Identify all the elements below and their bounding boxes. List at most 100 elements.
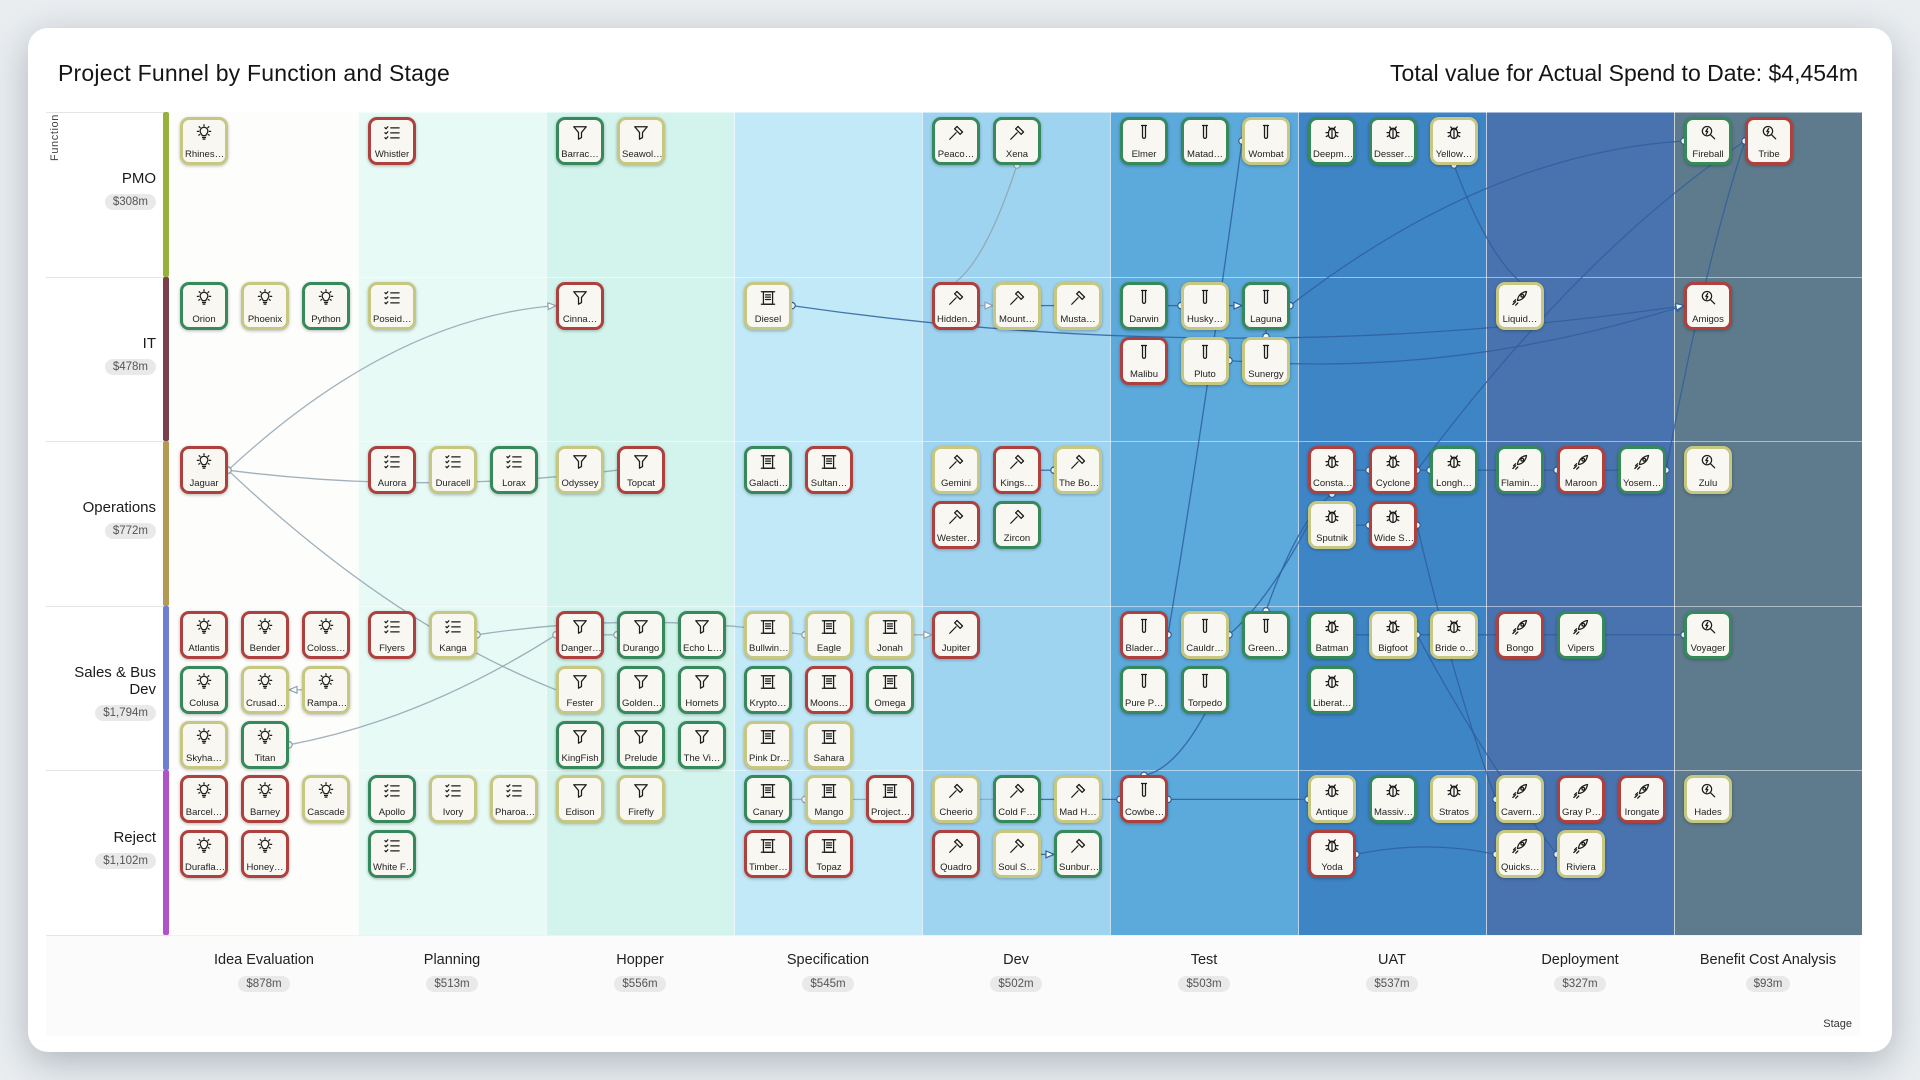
project-card[interactable]: Yoda bbox=[1308, 830, 1356, 879]
project-card[interactable]: Bender bbox=[241, 610, 289, 659]
project-card[interactable]: Sahara bbox=[805, 720, 853, 769]
project-card[interactable]: Cinna… bbox=[556, 281, 604, 330]
project-card[interactable]: Python bbox=[302, 281, 350, 330]
project-card[interactable]: Orion bbox=[180, 281, 228, 330]
project-card[interactable]: Aurora bbox=[368, 446, 416, 495]
project-card[interactable]: Diesel bbox=[744, 281, 792, 330]
project-card[interactable]: Edison bbox=[556, 775, 604, 824]
project-card[interactable]: Musta… bbox=[1054, 281, 1102, 330]
project-card[interactable]: Pink Dr… bbox=[744, 720, 792, 769]
project-card[interactable]: Topaz bbox=[805, 830, 853, 879]
project-card[interactable]: Apollo bbox=[368, 775, 416, 824]
project-card[interactable]: Bride o… bbox=[1430, 610, 1478, 659]
project-card[interactable]: Antique bbox=[1308, 775, 1356, 824]
project-card[interactable]: Colusa bbox=[180, 665, 228, 714]
project-card[interactable]: Echo L… bbox=[678, 610, 726, 659]
project-card[interactable]: Odyssey bbox=[556, 446, 604, 495]
project-card[interactable]: Husky… bbox=[1181, 281, 1229, 330]
project-card[interactable]: Sunbur… bbox=[1054, 830, 1102, 879]
project-card[interactable]: Voyager bbox=[1684, 610, 1732, 659]
project-card[interactable]: Desser… bbox=[1369, 117, 1417, 165]
project-card[interactable]: Timber… bbox=[744, 830, 792, 879]
project-card[interactable]: Eagle bbox=[805, 610, 853, 659]
project-card[interactable]: Pharoa… bbox=[490, 775, 538, 824]
project-card[interactable]: Green… bbox=[1242, 610, 1290, 659]
project-card[interactable]: Danger… bbox=[556, 610, 604, 659]
project-card[interactable]: Flyers bbox=[368, 610, 416, 659]
project-card[interactable]: Skyha… bbox=[180, 720, 228, 769]
project-card[interactable]: Cheerio bbox=[932, 775, 980, 824]
project-card[interactable]: Coloss… bbox=[302, 610, 350, 659]
project-card[interactable]: Flamin… bbox=[1496, 446, 1544, 495]
project-card[interactable]: Barney bbox=[241, 775, 289, 824]
project-card[interactable]: Sultan… bbox=[805, 446, 853, 495]
project-card[interactable]: Bongo bbox=[1496, 610, 1544, 659]
project-card[interactable]: Poseid… bbox=[368, 281, 416, 330]
project-card[interactable]: Hidden… bbox=[932, 281, 980, 330]
project-card[interactable]: KingFish bbox=[556, 720, 604, 769]
project-card[interactable]: Durafla… bbox=[180, 830, 228, 879]
project-card[interactable]: Prelude bbox=[617, 720, 665, 769]
project-card[interactable]: Sputnik bbox=[1308, 501, 1356, 550]
project-card[interactable]: Longh… bbox=[1430, 446, 1478, 495]
project-card[interactable]: Mango bbox=[805, 775, 853, 824]
project-card[interactable]: Cascade bbox=[302, 775, 350, 824]
project-card[interactable]: Project… bbox=[866, 775, 914, 824]
project-card[interactable]: Lorax bbox=[490, 446, 538, 495]
project-card[interactable]: Peaco… bbox=[932, 117, 980, 165]
project-card[interactable]: Cold F… bbox=[993, 775, 1041, 824]
project-card[interactable]: Tribe bbox=[1745, 117, 1793, 165]
project-card[interactable]: Bigfoot bbox=[1369, 610, 1417, 659]
project-card[interactable]: Atlantis bbox=[180, 610, 228, 659]
project-card[interactable]: Liberat… bbox=[1308, 665, 1356, 714]
project-card[interactable]: Pure P… bbox=[1120, 665, 1168, 714]
project-card[interactable]: Yosem… bbox=[1618, 446, 1666, 495]
project-card[interactable]: Wide S… bbox=[1369, 501, 1417, 550]
project-card[interactable]: Gemini bbox=[932, 446, 980, 495]
project-card[interactable]: Mount… bbox=[993, 281, 1041, 330]
project-card[interactable]: Xena bbox=[993, 117, 1041, 165]
project-card[interactable]: Batman bbox=[1308, 610, 1356, 659]
project-card[interactable]: Fester bbox=[556, 665, 604, 714]
project-card[interactable]: Quadro bbox=[932, 830, 980, 879]
project-card[interactable]: Elmer bbox=[1120, 117, 1168, 165]
project-card[interactable]: Matad… bbox=[1181, 117, 1229, 165]
project-card[interactable]: Wester… bbox=[932, 501, 980, 550]
project-card[interactable]: Ivory bbox=[429, 775, 477, 824]
project-card[interactable]: Durango bbox=[617, 610, 665, 659]
project-card[interactable]: Barrac… bbox=[556, 117, 604, 165]
project-card[interactable]: Kings… bbox=[993, 446, 1041, 495]
project-card[interactable]: Soul S… bbox=[993, 830, 1041, 879]
project-card[interactable]: Cavern… bbox=[1496, 775, 1544, 824]
project-card[interactable]: Rampa… bbox=[302, 665, 350, 714]
project-card[interactable]: Gray P… bbox=[1557, 775, 1605, 824]
project-card[interactable]: Canary bbox=[744, 775, 792, 824]
project-card[interactable]: Pluto bbox=[1181, 336, 1229, 385]
project-card[interactable]: Phoenix bbox=[241, 281, 289, 330]
project-card[interactable]: Cauldr… bbox=[1181, 610, 1229, 659]
project-card[interactable]: Topcat bbox=[617, 446, 665, 495]
project-card[interactable]: Krypto… bbox=[744, 665, 792, 714]
project-card[interactable]: Malibu bbox=[1120, 336, 1168, 385]
project-card[interactable]: Titan bbox=[241, 720, 289, 769]
project-card[interactable]: Torpedo bbox=[1181, 665, 1229, 714]
project-card[interactable]: Quicks… bbox=[1496, 830, 1544, 879]
project-card[interactable]: Stratos bbox=[1430, 775, 1478, 824]
project-card[interactable]: The Vi… bbox=[678, 720, 726, 769]
project-card[interactable]: Riviera bbox=[1557, 830, 1605, 879]
project-card[interactable]: Sunergy bbox=[1242, 336, 1290, 385]
project-card[interactable]: Hades bbox=[1684, 775, 1732, 824]
project-card[interactable]: White F… bbox=[368, 830, 416, 879]
project-card[interactable]: Bullwin… bbox=[744, 610, 792, 659]
project-card[interactable]: Jupiter bbox=[932, 610, 980, 659]
project-card[interactable]: Cyclone bbox=[1369, 446, 1417, 495]
project-card[interactable]: Kanga bbox=[429, 610, 477, 659]
project-card[interactable]: Whistler bbox=[368, 117, 416, 165]
project-card[interactable]: Laguna bbox=[1242, 281, 1290, 330]
project-card[interactable]: Consta… bbox=[1308, 446, 1356, 495]
project-card[interactable]: Omega bbox=[866, 665, 914, 714]
project-card[interactable]: Blader… bbox=[1120, 610, 1168, 659]
project-card[interactable]: Maroon bbox=[1557, 446, 1605, 495]
project-card[interactable]: Liquid… bbox=[1496, 281, 1544, 330]
project-card[interactable]: Mad H… bbox=[1054, 775, 1102, 824]
